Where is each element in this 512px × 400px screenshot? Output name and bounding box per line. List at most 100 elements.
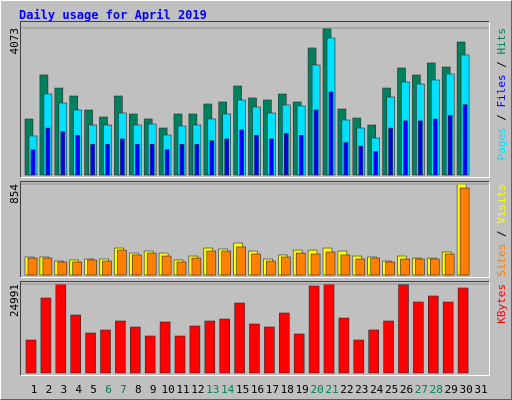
bar	[432, 118, 438, 176]
bar	[403, 120, 408, 176]
bar	[176, 261, 187, 276]
bar	[236, 246, 246, 276]
bar	[87, 259, 97, 276]
panel-edge-dark	[20, 281, 490, 376]
bar	[174, 335, 186, 374]
bar	[400, 258, 410, 276]
bar	[42, 257, 53, 276]
x-tick-label: 31	[474, 383, 487, 396]
legend: KBytes	[495, 284, 508, 324]
panel-edge-light	[20, 21, 490, 178]
bar	[293, 333, 305, 374]
bar	[323, 283, 335, 374]
legend-entry: Sites	[495, 244, 508, 277]
x-tick-label: 17	[266, 383, 279, 396]
legend: Sites / Visits	[495, 184, 508, 277]
legend-entry: Visits	[495, 184, 508, 224]
bar	[266, 260, 276, 276]
bar	[340, 254, 351, 276]
bar	[328, 91, 334, 176]
y-tick-label: 24991	[8, 284, 21, 317]
bar	[239, 129, 244, 176]
bar	[30, 149, 36, 176]
legend-entry: KBytes	[495, 284, 508, 324]
bar	[234, 302, 245, 374]
bar	[280, 256, 291, 276]
bar	[85, 332, 96, 374]
x-tick-label: 1	[31, 383, 38, 396]
legend-entry: Hits	[495, 28, 508, 55]
bar	[120, 138, 125, 176]
bar	[278, 312, 290, 374]
bar	[149, 144, 155, 176]
x-tick-label: 21	[325, 383, 338, 396]
x-tick-label: 27	[415, 383, 428, 396]
panel-edge-light	[20, 281, 490, 376]
bar	[353, 339, 365, 374]
bar	[398, 284, 409, 374]
bar	[130, 326, 141, 374]
bar	[189, 325, 201, 374]
bar	[269, 138, 274, 176]
bar	[57, 261, 68, 276]
x-tick-label: 25	[385, 383, 398, 396]
legend-separator: /	[495, 55, 508, 75]
x-tick-label: 24	[370, 383, 384, 396]
x-tick-label: 18	[281, 383, 294, 396]
bar	[308, 285, 320, 374]
x-tick-label: 9	[150, 383, 157, 396]
x-tick-label: 12	[191, 383, 204, 396]
bar	[221, 250, 231, 276]
y-tick-label: 4073	[8, 28, 21, 55]
bar	[373, 151, 379, 176]
bar	[383, 320, 394, 374]
bar	[102, 260, 112, 276]
bar	[429, 258, 440, 276]
x-tick-label: 16	[251, 383, 264, 396]
bar	[135, 144, 140, 176]
bar	[295, 252, 306, 276]
bar	[179, 144, 185, 176]
bar	[40, 297, 52, 374]
x-tick-label: 4	[75, 383, 82, 396]
x-tick-label: 5	[90, 383, 97, 396]
bar	[264, 326, 275, 374]
x-tick-label: 10	[161, 383, 174, 396]
bar	[338, 317, 350, 374]
bar	[462, 104, 468, 176]
x-tick-label: 22	[340, 383, 353, 396]
x-tick-label: 14	[221, 383, 235, 396]
bar	[370, 257, 381, 276]
panel-edge-dark	[20, 181, 490, 278]
bar	[191, 257, 202, 276]
bar	[413, 301, 424, 374]
legend-entry: Pages	[495, 127, 508, 160]
legend: Pages / Files / Hits	[495, 28, 508, 161]
bar	[164, 149, 170, 176]
bar	[60, 131, 66, 176]
bar	[117, 249, 127, 276]
bar	[224, 138, 229, 176]
bar	[72, 261, 82, 276]
bar	[100, 329, 111, 374]
bar	[159, 321, 171, 374]
x-tick-label: 11	[176, 383, 189, 396]
x-tick-label: 2	[46, 383, 53, 396]
x-tick-label: 29	[445, 383, 458, 396]
x-tick-label: 26	[400, 383, 413, 396]
y-tick-label: 854	[8, 184, 21, 204]
bar	[27, 257, 38, 276]
bar	[219, 318, 230, 374]
legend-separator: /	[495, 108, 508, 128]
bar	[283, 133, 289, 176]
bar	[447, 115, 453, 176]
bar	[105, 144, 110, 176]
bar	[385, 261, 395, 276]
x-tick-label: 3	[60, 383, 67, 396]
chart-title: Daily usage for April 2019	[19, 8, 207, 22]
x-tick-label: 23	[355, 383, 368, 396]
bar	[444, 253, 455, 276]
bar	[45, 127, 51, 176]
x-tick-label: 13	[206, 383, 219, 396]
